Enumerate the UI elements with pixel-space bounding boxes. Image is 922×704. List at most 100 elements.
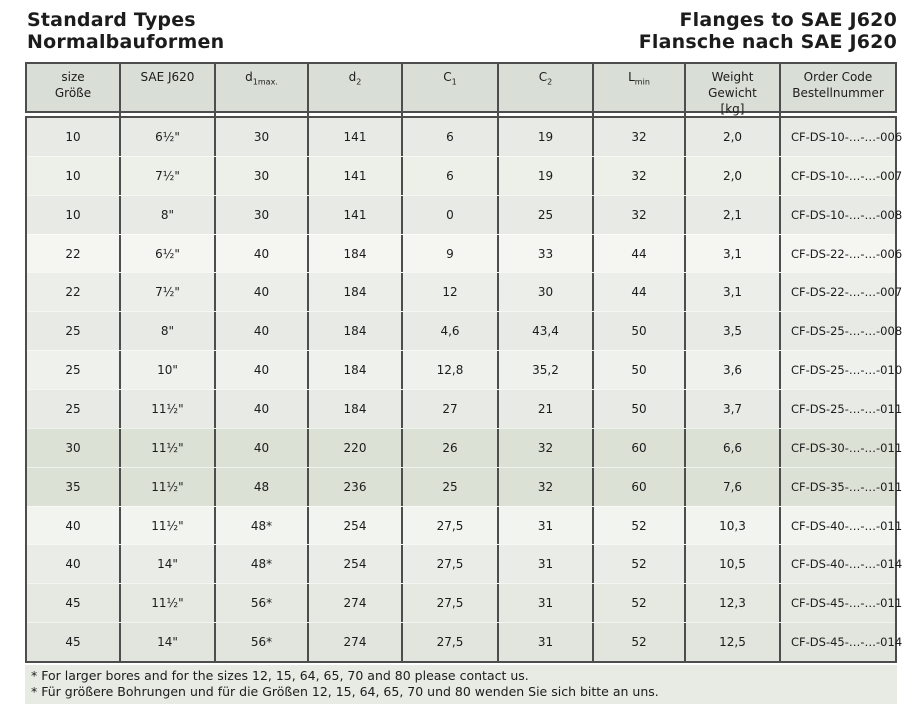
table-cell: 10,5	[686, 545, 781, 584]
title-normalbauformen: Normalbauformen	[27, 31, 225, 53]
table-cell: 22	[27, 273, 121, 312]
page-titles: Standard Types Normalbauformen Flanges t…	[27, 9, 897, 53]
table-cell: 12,8	[403, 351, 499, 390]
table-cell: CF-DS-25-…-…-011	[791, 401, 903, 416]
table-cell: 40	[27, 545, 121, 584]
table-body: 10 6½" 30 141 6 19 32 2,0 CF-DS-10-…-…-006 10 7½" 3…	[25, 116, 902, 664]
table-cell: 60	[594, 467, 686, 506]
table-cell: CF-DS-45-…-…-014	[791, 635, 903, 650]
table-cell: 12,5	[686, 623, 781, 662]
table-cell: 12,3	[686, 584, 781, 623]
table-cell: 10	[27, 195, 121, 234]
table-cell: 2,1	[686, 195, 781, 234]
table-cell: 2,0	[686, 118, 781, 156]
table-cell: 19	[499, 118, 594, 156]
table-cell: 6	[403, 156, 499, 195]
table-row: 40 14" 48* 254 27,5 31 52 10,5 CF-DS-40-…-…-014	[27, 544, 902, 584]
table-cell: 40	[216, 351, 309, 390]
table-cell: 25	[499, 195, 594, 234]
table-cell: 184	[309, 390, 403, 428]
table-cell: 52	[594, 545, 686, 584]
table-row: 35 11½" 48 236 25 32 60 7,6 CF-DS-35-…-…-011	[27, 466, 902, 506]
table-cell: 44	[594, 273, 686, 312]
title-left: Standard Types Normalbauformen	[27, 9, 224, 53]
table-cell: 2,0	[686, 156, 781, 195]
col-header-order-code: Order Code Bestellnummer	[792, 70, 884, 100]
table-cell: 6,6	[686, 428, 781, 467]
table-cell: 30	[216, 195, 309, 234]
table-cell: 52	[594, 623, 686, 662]
table-cell: 12	[403, 273, 499, 312]
table-cell: CF-DS-10-…-…-008	[791, 207, 903, 222]
col-header-d2: d2	[309, 64, 403, 117]
table-cell: 274	[309, 584, 403, 623]
table-cell: 25	[27, 390, 121, 428]
table-row: 22 6½" 40 184 9 33 44 3,1 CF-DS-22-…-…-006	[27, 233, 902, 273]
table-cell: 7,6	[686, 467, 781, 506]
table-cell: 3,6	[686, 351, 781, 390]
table-cell: 11½"	[121, 467, 216, 506]
document-page: Standard Types Normalbauformen Flanges t…	[25, 0, 902, 704]
table-cell: 52	[594, 506, 686, 545]
table-cell: 3,7	[686, 390, 781, 428]
table-cell: 50	[594, 312, 686, 351]
table-cell: 56*	[216, 623, 309, 662]
table-cell: 254	[309, 506, 403, 545]
table-cell: 40	[216, 312, 309, 351]
table-cell: 19	[499, 156, 594, 195]
table-cell: 31	[499, 506, 594, 545]
table-cell: CF-DS-30-…-…-011	[791, 440, 903, 455]
table-cell: 11½"	[121, 584, 216, 623]
table-cell: CF-DS-45-…-…-011	[791, 596, 903, 611]
table-cell: 184	[309, 312, 403, 351]
table-cell: 184	[309, 273, 403, 312]
table-cell: 184	[309, 234, 403, 273]
table-cell: 60	[594, 428, 686, 467]
table-cell: 0	[403, 195, 499, 234]
table-cell: 33	[499, 234, 594, 273]
table-cell: 52	[594, 584, 686, 623]
col-header-d1max: d1max.	[216, 64, 309, 117]
table-row: 45 11½" 56* 274 27,5 31 52 12,3 CF-DS-45-…-…-011	[27, 583, 902, 623]
footnote-de: * Für größere Bohrungen und für die Größ…	[31, 684, 659, 700]
footnotes: * For larger bores and for the sizes 12,…	[25, 665, 897, 704]
table-cell: CF-DS-40-…-…-014	[791, 557, 903, 572]
table-cell: CF-DS-40-…-…-011	[791, 518, 903, 533]
table-cell: 40	[216, 428, 309, 467]
table-cell: 14"	[121, 545, 216, 584]
table-cell: 45	[27, 623, 121, 662]
table-row: 10 8" 30 141 0 25 32 2,1 CF-DS-10-…-…-008	[27, 194, 902, 234]
title-flanges-en: Flanges to SAE J620	[679, 9, 897, 31]
table-cell: 7½"	[121, 273, 216, 312]
title-standard-types: Standard Types	[27, 9, 196, 31]
table-row: 25 11½" 40 184 27 21 50 3,7 CF-DS-25-…-…-011	[27, 389, 902, 428]
table-row: 10 7½" 30 141 6 19 32 2,0 CF-DS-10-…-…-007	[27, 155, 902, 195]
table-cell: CF-DS-10-…-…-006	[791, 129, 903, 144]
table-row: 45 14" 56* 274 27,5 31 52 12,5 CF-DS-45-…-…-014	[27, 622, 902, 662]
col-header-size: size Größe	[27, 64, 121, 117]
col-header-lmin: Lmin	[594, 64, 686, 117]
table-cell: 27	[403, 390, 499, 428]
table-cell: 40	[216, 390, 309, 428]
table-header: size Größe SAE J620 d1max. d2 C1 C2 Lmin…	[25, 62, 897, 117]
table-cell: 10,3	[686, 506, 781, 545]
table-cell: 141	[309, 195, 403, 234]
table-cell: 14"	[121, 623, 216, 662]
table-cell: 30	[499, 273, 594, 312]
table-cell: CF-DS-25-…-…-008	[791, 324, 903, 339]
table-cell: 32	[499, 467, 594, 506]
table-cell: 43,4	[499, 312, 594, 351]
table-cell: 3,1	[686, 273, 781, 312]
table-cell: 27,5	[403, 623, 499, 662]
table-cell: 56*	[216, 584, 309, 623]
table-cell: 141	[309, 156, 403, 195]
table-cell: 11½"	[121, 428, 216, 467]
table-cell: 236	[309, 467, 403, 506]
table-cell: 184	[309, 351, 403, 390]
title-flanges-de: Flansche nach SAE J620	[638, 31, 897, 53]
table-cell: 30	[27, 428, 121, 467]
table-cell: CF-DS-10-…-…-007	[791, 168, 903, 183]
table-cell: 31	[499, 545, 594, 584]
table-cell: 31	[499, 623, 594, 662]
table-cell: 32	[499, 428, 594, 467]
